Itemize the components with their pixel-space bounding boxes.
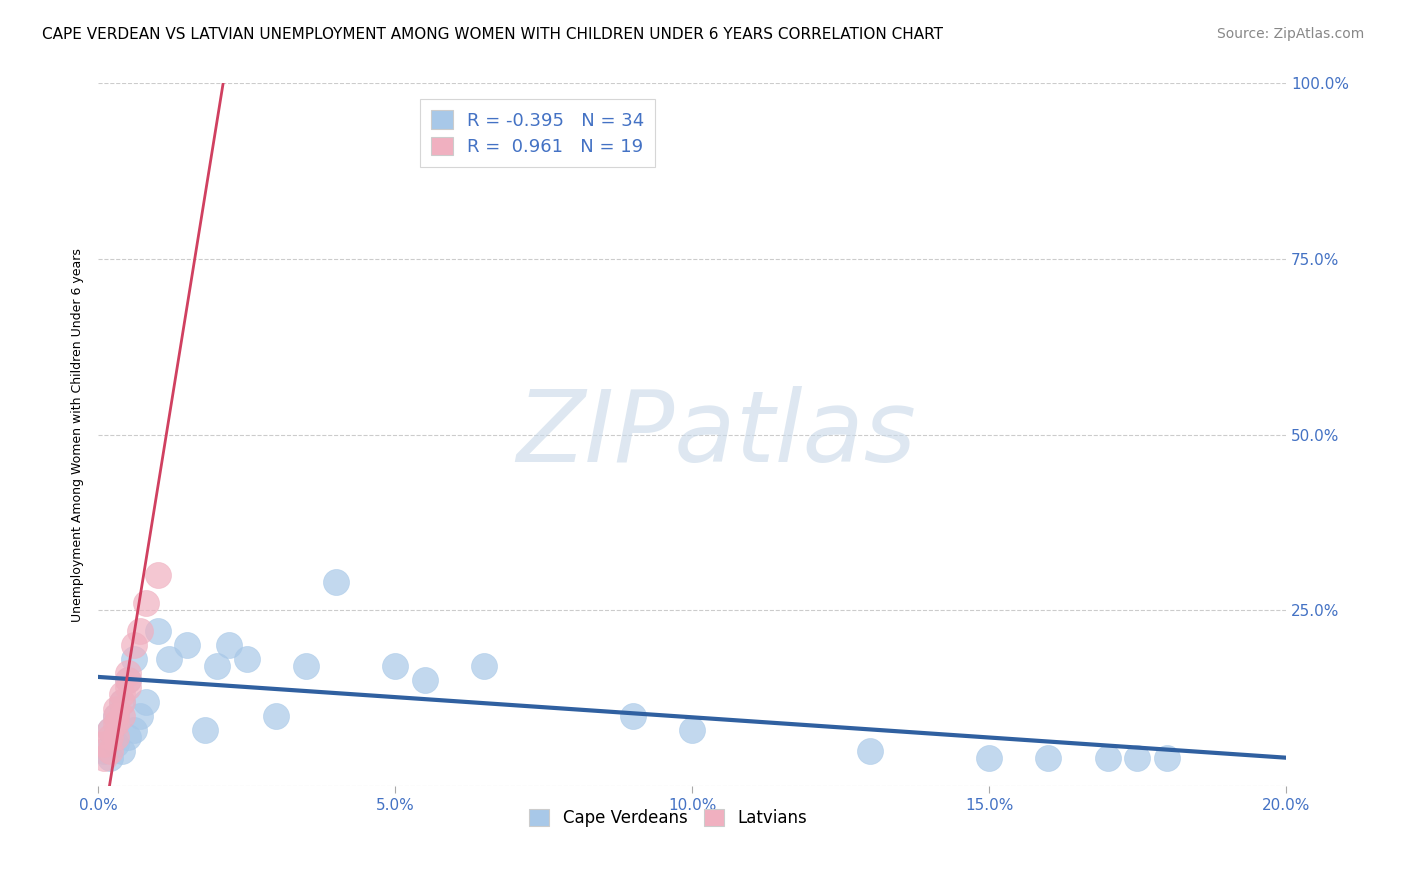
Point <box>325 575 347 590</box>
Point <box>104 708 127 723</box>
Point <box>111 694 134 708</box>
Point <box>384 659 406 673</box>
Point <box>117 730 139 744</box>
Point <box>98 744 121 758</box>
Point <box>135 596 157 610</box>
Point <box>104 701 127 715</box>
Point <box>157 652 180 666</box>
Point <box>472 659 495 673</box>
Point <box>111 688 134 702</box>
Point <box>104 715 127 730</box>
Point <box>98 730 121 744</box>
Point <box>117 673 139 688</box>
Point <box>98 750 121 764</box>
Legend: Cape Verdeans, Latvians: Cape Verdeans, Latvians <box>523 802 814 834</box>
Point <box>977 750 1000 764</box>
Point <box>104 737 127 751</box>
Point <box>146 624 169 639</box>
Y-axis label: Unemployment Among Women with Children Under 6 years: Unemployment Among Women with Children U… <box>72 248 84 622</box>
Point <box>295 659 318 673</box>
Point <box>128 708 150 723</box>
Point <box>205 659 228 673</box>
Point <box>117 673 139 688</box>
Point <box>104 708 127 723</box>
Point <box>93 744 115 758</box>
Point <box>122 652 145 666</box>
Point <box>218 638 240 652</box>
Point <box>1038 750 1060 764</box>
Point <box>104 730 127 744</box>
Point <box>93 737 115 751</box>
Point <box>135 694 157 708</box>
Point <box>122 638 145 652</box>
Text: Source: ZipAtlas.com: Source: ZipAtlas.com <box>1216 27 1364 41</box>
Point <box>93 750 115 764</box>
Point <box>111 744 134 758</box>
Point <box>235 652 257 666</box>
Point <box>111 694 134 708</box>
Point <box>98 723 121 737</box>
Point <box>194 723 217 737</box>
Point <box>1126 750 1149 764</box>
Point <box>111 708 134 723</box>
Point <box>117 666 139 681</box>
Point <box>266 708 288 723</box>
Point <box>117 681 139 695</box>
Point <box>176 638 198 652</box>
Text: ZIPatlas: ZIPatlas <box>516 386 915 483</box>
Point <box>413 673 436 688</box>
Point <box>1097 750 1119 764</box>
Point <box>859 744 882 758</box>
Point <box>98 723 121 737</box>
Point <box>621 708 644 723</box>
Point <box>146 568 169 582</box>
Text: CAPE VERDEAN VS LATVIAN UNEMPLOYMENT AMONG WOMEN WITH CHILDREN UNDER 6 YEARS COR: CAPE VERDEAN VS LATVIAN UNEMPLOYMENT AMO… <box>42 27 943 42</box>
Point <box>681 723 703 737</box>
Point <box>128 624 150 639</box>
Point <box>1156 750 1178 764</box>
Point <box>122 723 145 737</box>
